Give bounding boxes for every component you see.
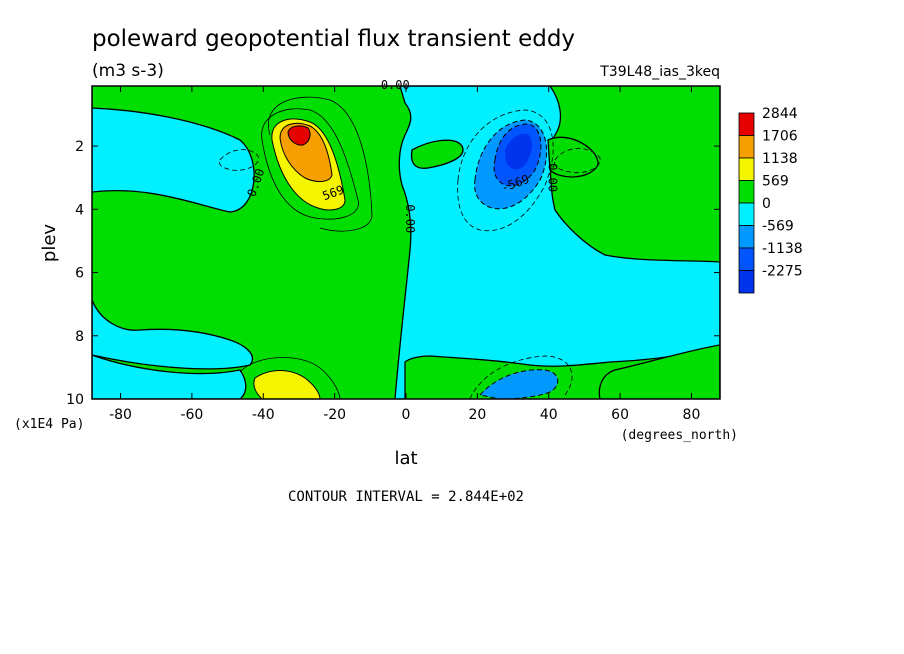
x-axis-label: lat	[394, 448, 417, 469]
contour-field	[92, 86, 720, 399]
y-tick-label: 10	[66, 392, 84, 408]
y-axis-label: plev	[39, 224, 60, 263]
y-axis: 2 4 6 8 10	[66, 139, 720, 408]
y-tick-label: 8	[75, 329, 84, 345]
contour-interval-note: CONTOUR INTERVAL = 2.844E+02	[288, 489, 524, 505]
x-tick-label: -20	[323, 407, 346, 423]
chart-subtitle: (m3 s-3)	[92, 61, 164, 81]
legend-label: -1138	[762, 241, 803, 257]
x-tick-label: 0	[402, 407, 411, 423]
legend-label: 0	[762, 196, 771, 212]
contour-line	[268, 96, 373, 232]
contour-line	[554, 148, 601, 174]
positive-core	[253, 370, 321, 399]
y-axis-units: (x1E4 Pa)	[14, 417, 84, 432]
legend-label: 569	[762, 174, 789, 190]
contour-label: 0.00	[381, 78, 410, 92]
x-tick-label: 40	[540, 407, 558, 423]
legend-label: -569	[762, 219, 794, 235]
contour-line	[469, 355, 573, 399]
y-tick-label: 4	[75, 202, 84, 218]
positive-core	[287, 125, 311, 146]
legend-label: -2275	[762, 264, 803, 280]
negative-region	[92, 299, 254, 370]
x-tick-label: 80	[683, 407, 701, 423]
legend-label: 1706	[762, 129, 798, 145]
legend: 2844 1706 1138 569 0 -569 -1138 -2275	[738, 106, 803, 294]
x-axis-units: (degrees_north)	[621, 428, 738, 443]
legend-label: 2844	[762, 106, 798, 122]
negative-core	[505, 133, 532, 170]
contour-line	[457, 109, 554, 232]
contour-label: 0.00	[546, 163, 560, 192]
legend-swatch	[738, 247, 755, 271]
positive-island	[410, 139, 464, 169]
legend-swatch	[738, 135, 755, 159]
contour-label: 569	[321, 183, 346, 204]
legend-swatch	[738, 202, 755, 226]
legend-label: 1138	[762, 151, 798, 167]
negative-core	[479, 369, 559, 399]
negative-region	[394, 86, 720, 399]
contour-line	[261, 108, 359, 220]
x-axis: -80 -60 -40 -20 0 20 40 60 80	[109, 86, 700, 423]
legend-swatch	[738, 270, 755, 294]
negative-region	[92, 354, 247, 399]
contour-line	[239, 357, 341, 399]
contour-line	[219, 149, 259, 171]
y-tick-label: 6	[75, 266, 84, 282]
y-tick-label: 2	[75, 139, 84, 155]
chart-title: poleward geopotential flux transient edd…	[92, 26, 575, 52]
legend-swatch	[738, 180, 755, 204]
run-label: T39L48_ias_3keq	[599, 64, 720, 80]
legend-swatch	[738, 157, 755, 181]
legend-swatch	[738, 112, 755, 136]
x-tick-label: 20	[468, 407, 486, 423]
legend-swatch	[738, 225, 755, 249]
x-tick-label: 60	[611, 407, 629, 423]
x-tick-label: -80	[109, 407, 132, 423]
contour-label: 0.00	[403, 204, 417, 233]
positive-patch	[598, 344, 720, 399]
x-tick-label: -40	[252, 407, 275, 423]
negative-region	[92, 86, 255, 213]
x-tick-label: -60	[180, 407, 203, 423]
